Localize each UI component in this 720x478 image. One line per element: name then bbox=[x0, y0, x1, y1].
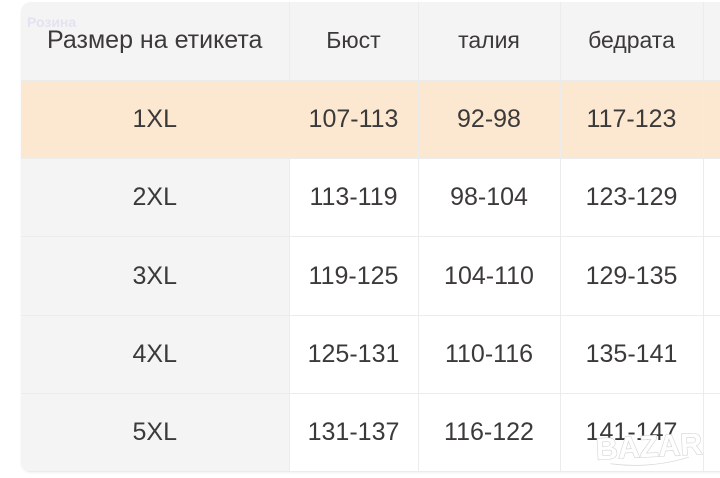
svg-text:BAZAR: BAZAR bbox=[595, 427, 703, 467]
